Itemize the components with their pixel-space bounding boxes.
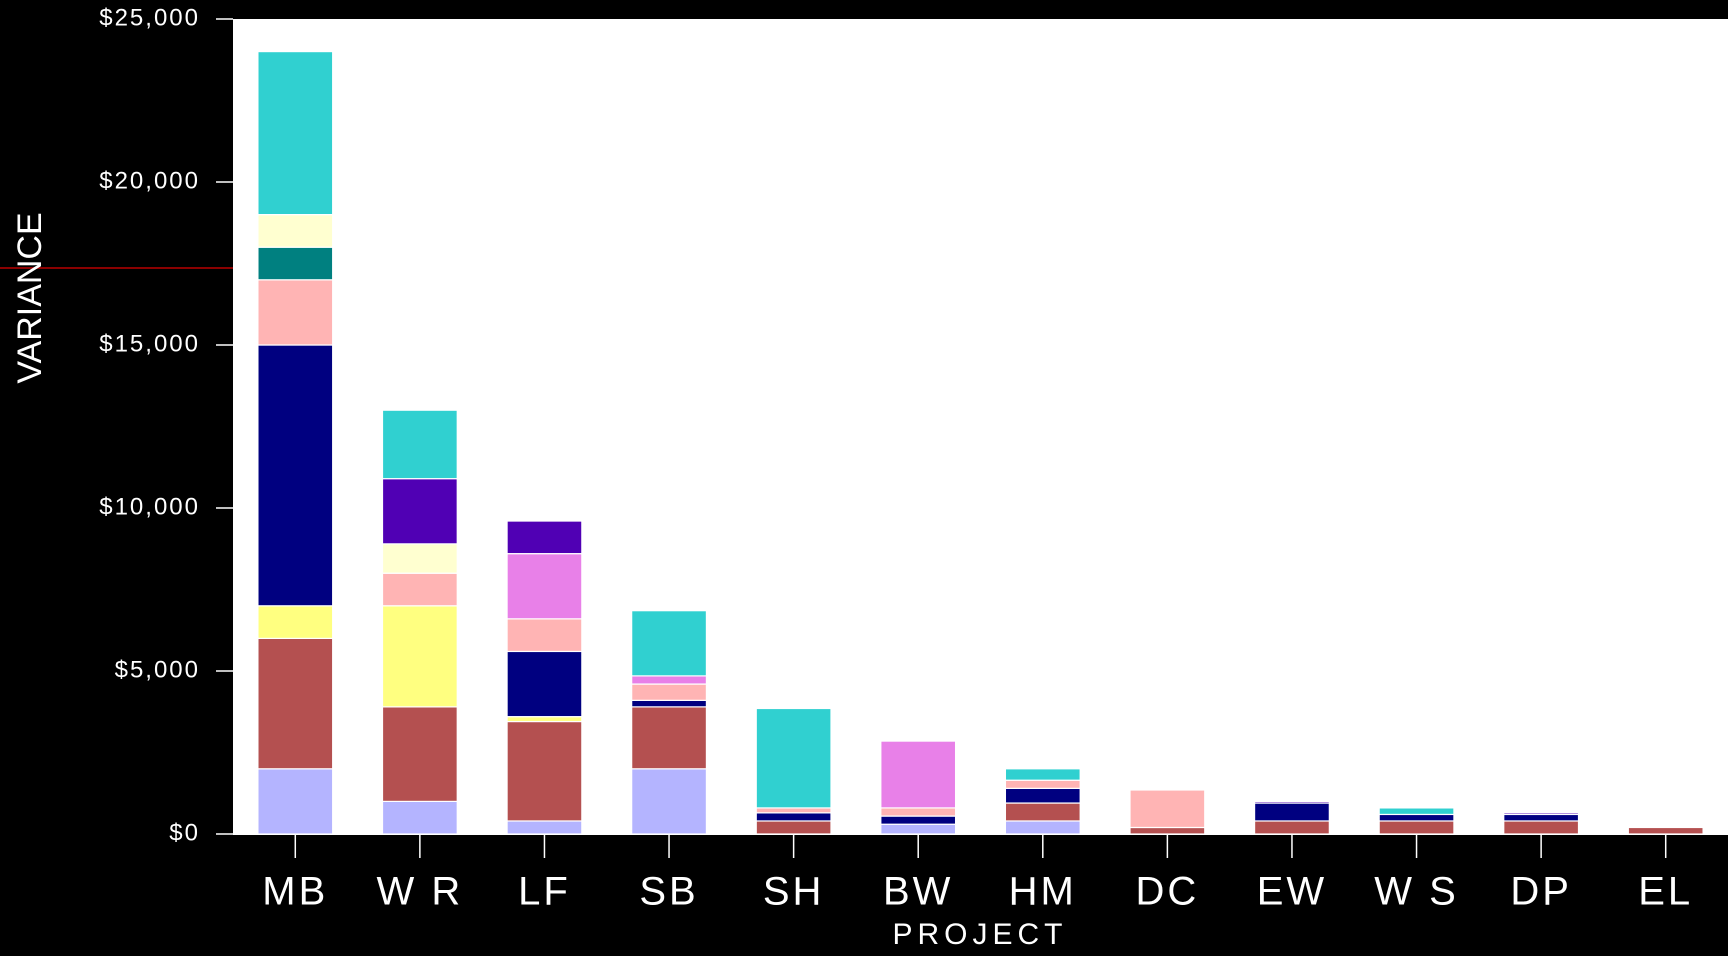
x-axis-title: PROJECT — [892, 918, 1067, 951]
bar-segment — [1129, 789, 1206, 829]
x-tick-label: DC — [1135, 870, 1199, 914]
x-tick-label: BW — [883, 870, 953, 914]
bar-segment — [1253, 802, 1330, 822]
y-tick-label: $10,000 — [99, 493, 200, 520]
bar-segment — [506, 618, 583, 653]
bar-segment — [381, 605, 458, 708]
bar-segment — [1627, 826, 1704, 835]
bar-segment — [1378, 813, 1455, 822]
bar-segment — [631, 706, 708, 770]
bar-segment — [880, 740, 957, 809]
bar-segment — [257, 605, 334, 639]
bar-segment — [755, 820, 832, 835]
y-axis-title: VARIANCE — [11, 212, 49, 383]
bar-segment — [755, 812, 832, 822]
bar-segment — [381, 409, 458, 480]
bar-segment — [1378, 820, 1455, 835]
bar-segment — [257, 50, 334, 216]
bar-segment — [1004, 768, 1081, 781]
x-tick-label: HM — [1009, 870, 1077, 914]
x-tick-label: LF — [518, 870, 571, 914]
bar-segment — [1004, 820, 1081, 835]
x-tick-label: SB — [639, 870, 698, 914]
bar-segment — [1503, 820, 1580, 835]
bar-segment — [257, 214, 334, 248]
x-tick-label: EL — [1638, 870, 1693, 914]
bar-segment — [381, 572, 458, 607]
bar-segment — [506, 720, 583, 822]
bar-segment — [1503, 812, 1580, 816]
bar-segment — [381, 800, 458, 835]
bar-segment — [257, 768, 334, 835]
bar-segment — [257, 344, 334, 607]
bar-segment — [1378, 807, 1455, 816]
bar-segment — [381, 478, 458, 545]
bar-segment — [506, 820, 583, 835]
bar-segment — [1129, 826, 1206, 835]
bar-segment — [257, 637, 334, 770]
bar-segment — [631, 683, 708, 701]
bar-segment — [257, 279, 334, 346]
bar-segment — [1004, 779, 1081, 789]
bar-segment — [257, 246, 334, 281]
y-tick-label: $15,000 — [99, 330, 200, 357]
y-tick-label: $25,000 — [99, 4, 200, 31]
bar-segment — [381, 543, 458, 574]
y-tick-label: $20,000 — [99, 167, 200, 194]
bar-segment — [506, 716, 583, 723]
bar-segment — [755, 807, 832, 814]
bar-segment — [506, 553, 583, 620]
bar-segment — [1253, 800, 1330, 804]
bar-segment — [381, 706, 458, 802]
bar-segment — [755, 707, 832, 809]
bar-segment — [506, 650, 583, 718]
x-tick-label: SH — [763, 870, 825, 914]
bar-segment — [1503, 813, 1580, 822]
x-tick-label: DP — [1510, 870, 1572, 914]
bar-segment — [631, 768, 708, 835]
bar-segment — [1253, 820, 1330, 835]
bar-segment — [880, 823, 957, 835]
x-tick-label: W R — [376, 870, 463, 914]
x-tick-label: MB — [262, 870, 328, 914]
bar-segment — [631, 610, 708, 677]
y-tick-label: $0 — [169, 819, 200, 846]
y-tick-label: $5,000 — [115, 656, 200, 683]
x-tick-label: W S — [1374, 870, 1459, 914]
bar-segment — [880, 807, 957, 817]
bar-segment — [1004, 802, 1081, 822]
plot-area — [233, 19, 1728, 835]
bar-segment — [1004, 787, 1081, 804]
bar-segment — [631, 699, 708, 708]
x-tick-label: EW — [1257, 870, 1327, 914]
bar-segment — [631, 675, 708, 685]
bar-segment — [506, 520, 583, 555]
bar-segment — [880, 815, 957, 825]
